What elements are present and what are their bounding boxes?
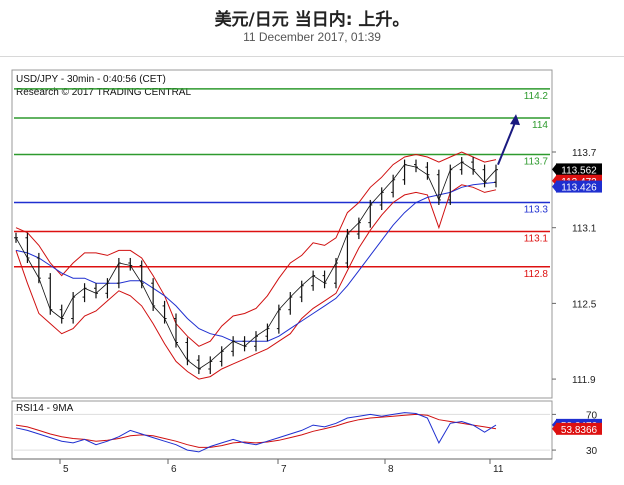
x-tick-label: 5 <box>63 464 69 475</box>
x-tick-label: 7 <box>281 464 287 475</box>
price-tag-box <box>556 180 602 193</box>
price-line <box>15 161 497 370</box>
y-tick-label: 113.7 <box>572 148 597 159</box>
level-label: 114 <box>532 120 548 131</box>
price-tag-pointer <box>552 164 556 175</box>
x-tick-label: 6 <box>171 464 177 475</box>
rsi-tag-box <box>556 422 602 435</box>
y-tick-label: 112.5 <box>572 299 597 310</box>
chart-title: USD/JPY - 30min - 0:40:56 (CET) <box>16 74 166 85</box>
page-subtitle: 11 December 2017, 01:39 <box>243 30 381 44</box>
x-tick-label: 11 <box>493 464 504 475</box>
chart-credit: Research © 2017 TRADING CENTRAL <box>16 87 191 98</box>
price-tag-label: 113.562 <box>561 165 597 176</box>
y-tick-label: 113.1 <box>572 224 597 235</box>
moving-average <box>15 181 497 342</box>
rsi-title: RSI14 - 9MA <box>16 403 74 414</box>
rsi-ma-line <box>15 413 497 448</box>
y-tick-label: 111.9 <box>572 375 596 386</box>
rsi-tick-label: 30 <box>586 446 598 457</box>
price-tag-label: 113.426 <box>561 183 597 194</box>
level-label: 113.1 <box>524 233 549 244</box>
forecast-arrow-head <box>510 114 520 126</box>
main-panel-frame <box>11 69 553 399</box>
price-tag-box <box>556 163 602 176</box>
x-tick-label: 8 <box>388 464 394 475</box>
rsi-tick-label: 70 <box>586 410 598 421</box>
level-label: 112.8 <box>524 269 549 280</box>
bollinger-lower <box>15 184 497 380</box>
rsi-tag-pointer <box>552 423 556 434</box>
level-label: 114.2 <box>524 91 549 102</box>
bollinger-upper <box>15 151 497 347</box>
level-label: 113.7 <box>524 157 549 168</box>
price-tag-pointer <box>552 181 556 192</box>
forecast-arrow-shaft <box>497 119 517 165</box>
level-label: 113.3 <box>524 204 549 215</box>
header-divider <box>0 56 624 57</box>
rsi-line <box>15 412 497 453</box>
page-title: 美元/日元 当日内: 上升。 <box>214 10 410 30</box>
rsi-tag-label: 53.8366 <box>561 425 598 436</box>
